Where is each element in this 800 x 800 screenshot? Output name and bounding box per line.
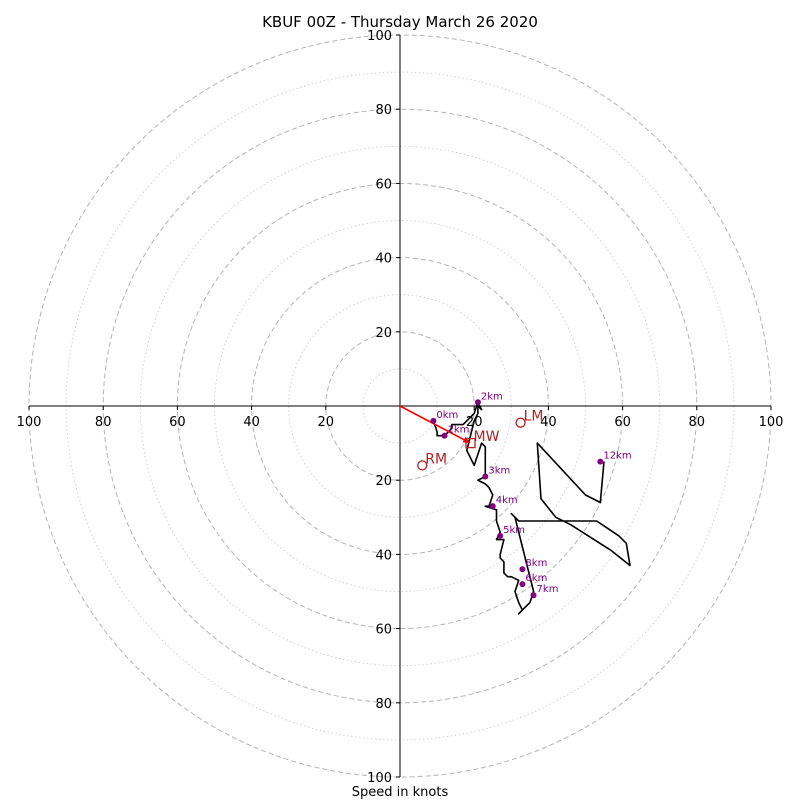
height-marker-1km bbox=[441, 432, 448, 439]
hodograph-trace-group bbox=[432, 401, 631, 615]
y-tick-label: 80 bbox=[375, 697, 392, 712]
y-tick-label: 60 bbox=[375, 177, 392, 192]
storm-motion-mw-marker bbox=[465, 437, 476, 449]
x-tick-label: 20 bbox=[318, 415, 335, 430]
storm-motion-lm-label: LM bbox=[524, 409, 544, 425]
chart-title: KBUF 00Z - Thursday March 26 2020 bbox=[262, 13, 538, 31]
height-marker-12km bbox=[597, 458, 604, 465]
height-label-3km: 3km bbox=[488, 465, 510, 476]
height-marker-6km bbox=[519, 581, 526, 588]
height-marker-2km bbox=[474, 399, 481, 406]
storm-motion-mw-label: MW bbox=[473, 429, 499, 445]
height-label-5km: 5km bbox=[503, 525, 525, 536]
height-label-8km: 8km bbox=[525, 558, 547, 569]
hodograph-trace bbox=[432, 401, 631, 615]
height-marker-5km bbox=[497, 532, 504, 539]
x-tick-label: 80 bbox=[95, 415, 112, 430]
height-label-0km: 0km bbox=[436, 410, 458, 421]
height-marker-3km bbox=[482, 473, 489, 480]
y-tick-label: 20 bbox=[375, 474, 392, 489]
height-label-7km: 7km bbox=[537, 584, 559, 595]
y-tick-label: 100 bbox=[367, 771, 392, 786]
x-tick-label: 60 bbox=[169, 415, 186, 430]
height-label-12km: 12km bbox=[603, 451, 631, 462]
x-tick-label: 60 bbox=[614, 415, 631, 430]
y-tick-label: 100 bbox=[367, 29, 392, 44]
height-marker-7km bbox=[530, 592, 537, 599]
height-marker-4km bbox=[489, 503, 496, 510]
x-tick-label: 100 bbox=[759, 415, 784, 430]
y-tick-label: 20 bbox=[375, 326, 392, 341]
height-marker-8km bbox=[519, 566, 526, 573]
y-tick-label: 40 bbox=[375, 548, 392, 563]
storm-motion-rm-label: RM bbox=[425, 451, 447, 467]
y-tick-label: 40 bbox=[375, 252, 392, 267]
y-tick-label: 60 bbox=[375, 623, 392, 638]
x-tick-label: 100 bbox=[17, 415, 42, 430]
y-tick-label: 80 bbox=[375, 103, 392, 118]
height-label-4km: 4km bbox=[496, 495, 518, 506]
x-axis-label: Speed in knots bbox=[352, 785, 449, 800]
x-tick-label: 40 bbox=[243, 415, 260, 430]
height-label-2km: 2km bbox=[481, 391, 503, 402]
height-label-6km: 6km bbox=[525, 573, 547, 584]
storm-motion-lm-marker bbox=[515, 417, 526, 428]
height-label-1km: 1km bbox=[448, 425, 470, 436]
height-marker-0km bbox=[430, 417, 437, 424]
storm-motion-rm-marker bbox=[417, 460, 428, 471]
x-tick-label: 40 bbox=[540, 415, 557, 430]
x-tick-label: 80 bbox=[689, 415, 706, 430]
